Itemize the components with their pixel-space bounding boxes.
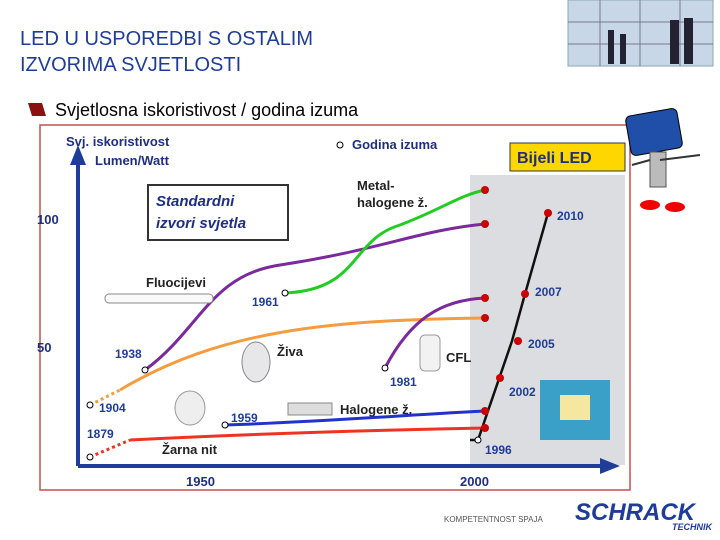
year-label: 2007 [535, 285, 562, 299]
title-line: LED U USPOREDBI S OSTALIM [20, 28, 313, 50]
y-tick: 50 [37, 340, 51, 355]
year-label: 2002 [509, 385, 536, 399]
bulb-icon [241, 341, 271, 383]
year-label: 1959 [231, 411, 258, 425]
bulb-icon [174, 390, 206, 426]
lamp-label: Živa [277, 344, 304, 359]
lamp-label: CFL [446, 350, 471, 365]
year-label: 1904 [99, 401, 126, 415]
brand: SCHRACK [575, 499, 697, 526]
footer-slogan: KOMPETENTNOST SPAJA [444, 515, 543, 524]
curve-ends [481, 186, 552, 432]
brand-sub: TECHNIK [672, 522, 713, 532]
halogen-icon [287, 402, 333, 416]
legend-marker [336, 141, 344, 149]
y-arrow [70, 145, 86, 165]
year-label: 2010 [557, 209, 584, 223]
year-label: 1961 [252, 295, 279, 309]
year-label: 2005 [528, 337, 555, 351]
tube-icon [104, 293, 214, 304]
year-label: 1996 [485, 443, 512, 457]
led-chip [560, 395, 590, 420]
y-tick: 100 [37, 212, 59, 227]
x-tick: 2000 [460, 474, 489, 489]
y-axis-label: Svj. iskoristivost [66, 134, 170, 149]
start-markers [86, 289, 482, 461]
title-line: IZVORIMA SVJETLOSTI [20, 54, 241, 76]
y-axis-label: Lumen/Watt [95, 153, 170, 168]
standard-box-text: Standardni [156, 193, 235, 210]
lamp-label: halogene ž. [357, 195, 428, 210]
bullet-marker [28, 103, 46, 116]
standard-box [147, 184, 289, 241]
bullet-text: Svjetlosna iskoristivost / godina izuma [55, 100, 359, 120]
year-label: 1981 [390, 375, 417, 389]
photo-people [608, 18, 693, 64]
mascot [625, 108, 701, 212]
led-box [509, 142, 626, 172]
year-label: 1938 [115, 347, 142, 361]
led-box-text: Bijeli LED [517, 150, 592, 167]
lamp-label: Fluocijevi [146, 275, 206, 290]
lamp-label: Halogene ž. [340, 402, 412, 417]
x-arrow [600, 458, 620, 474]
chart-frame [39, 124, 631, 491]
lamp-label: Žarna nit [162, 442, 218, 457]
legend-text: Godina izuma [352, 137, 438, 152]
year-label: 1879 [87, 427, 114, 441]
lamp-label: Metal- [357, 178, 395, 193]
cfl-icon [419, 334, 441, 372]
x-tick: 1950 [186, 474, 215, 489]
standard-box-text: izvori svjetla [156, 215, 246, 232]
